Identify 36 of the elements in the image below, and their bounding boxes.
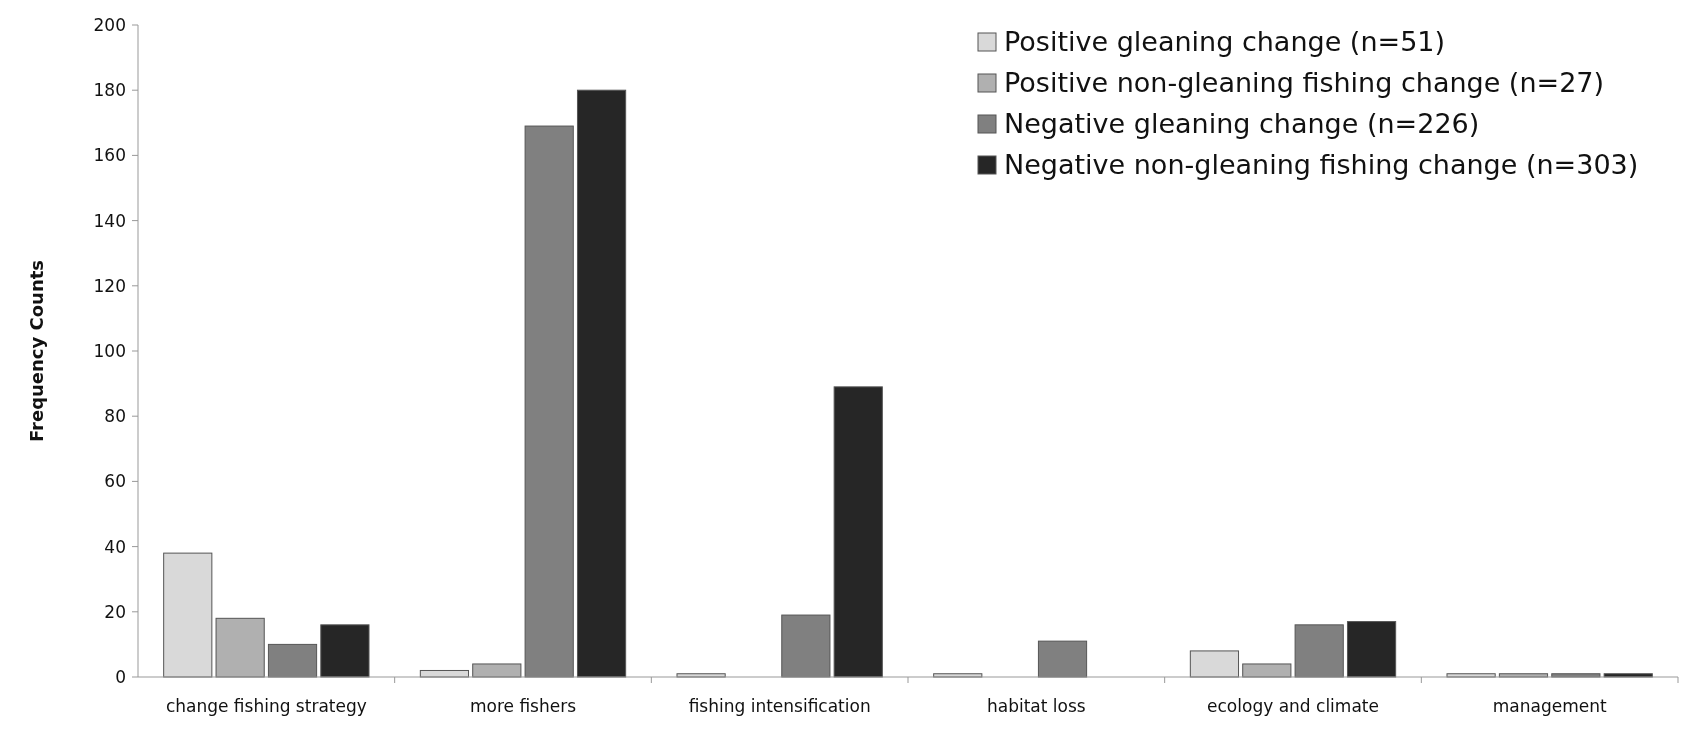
bar: [1294, 624, 1344, 678]
x-tick-label: more fishers: [469, 696, 577, 716]
legend-label: Positive non-gleaning fishing change (n=27): [1004, 67, 1605, 99]
bar: [215, 617, 265, 678]
bar: [320, 624, 370, 678]
x-tick-label: management: [1492, 696, 1607, 716]
legend-label: Positive gleaning change (n=51): [1004, 26, 1446, 58]
y-tick-label: 20: [104, 601, 126, 622]
y-tick-label: 40: [104, 536, 126, 557]
y-tick-label: 120: [93, 275, 126, 296]
bar: [576, 89, 627, 678]
y-axis-title: Frequency Counts: [26, 259, 47, 443]
y-tick-label: 80: [104, 406, 126, 427]
y-tick-label: 100: [93, 340, 126, 361]
bar: [267, 643, 318, 678]
y-tick-label: 200: [93, 14, 126, 35]
bar: [1346, 621, 1397, 678]
y-tick-label: 180: [93, 80, 126, 101]
x-tick-label: ecology and climate: [1207, 696, 1379, 716]
bar: [1189, 650, 1240, 678]
y-tick-label: 60: [104, 471, 126, 492]
bar: [472, 663, 522, 678]
x-tick-label: fishing intensification: [688, 696, 871, 716]
x-tick-label: habitat loss: [986, 696, 1086, 716]
legend-label: Negative gleaning change (n=226): [1004, 108, 1480, 140]
bar: [833, 386, 883, 678]
bar: [1037, 640, 1088, 678]
x-tick-label: change fishing strategy: [165, 696, 367, 716]
bar: [1242, 663, 1292, 678]
bar: [163, 552, 213, 678]
y-tick-label: 0: [115, 666, 126, 687]
legend-label: Negative non-gleaning fishing change (n=303): [1004, 149, 1639, 181]
y-tick-label: 160: [93, 145, 126, 166]
bar: [524, 125, 574, 678]
y-tick-label: 140: [93, 210, 126, 231]
bar: [781, 614, 831, 678]
